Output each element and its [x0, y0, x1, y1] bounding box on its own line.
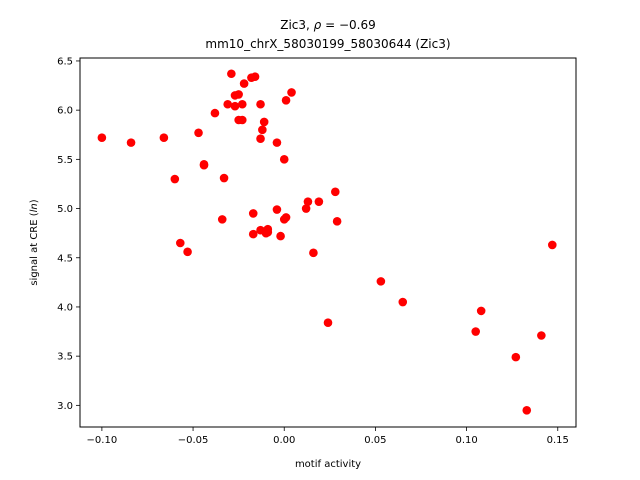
- data-point: [227, 69, 236, 79]
- data-point: [476, 306, 486, 316]
- x-tick-label: 0.10: [455, 435, 477, 446]
- y-tick-label: 4.0: [57, 302, 73, 313]
- data-point: [237, 99, 247, 109]
- y-axis-label: signal at CRE (ln): [29, 199, 40, 285]
- data-point: [256, 99, 265, 109]
- x-tick-label: 0.05: [364, 435, 386, 446]
- y-tick-label: 3.5: [57, 352, 73, 363]
- x-tick-label: −0.10: [87, 435, 118, 446]
- data-point: [272, 138, 282, 147]
- data-point: [219, 173, 229, 183]
- data-point: [259, 117, 269, 127]
- data-point: [210, 108, 220, 118]
- data-point: [250, 72, 260, 81]
- data-point: [276, 231, 285, 241]
- data-point: [471, 327, 481, 336]
- y-tick-label: 5.0: [57, 204, 73, 215]
- chart-subtitle: mm10_chrX_58030199_58030644 (Zic3): [205, 37, 450, 51]
- data-point: [303, 197, 313, 206]
- data-point: [309, 248, 318, 258]
- chart-title: Zic3, ρ = −0.69: [280, 18, 376, 32]
- data-point: [301, 204, 311, 213]
- data-point: [175, 238, 185, 248]
- data-point: [272, 205, 282, 214]
- data-point: [314, 197, 324, 206]
- x-tick-label: 0.15: [547, 435, 569, 446]
- x-tick-label: −0.05: [178, 435, 209, 446]
- axes-frame: [79, 57, 577, 428]
- data-point: [281, 96, 291, 105]
- data-point: [223, 99, 233, 109]
- data-point: [332, 217, 342, 226]
- data-point: [511, 352, 521, 362]
- plot-area: −0.10 −0.05 0.00 0.05 0.10 0.15 3.0 3.5 4.0 4.5 5.…: [57, 56, 569, 446]
- data-point: [230, 101, 240, 111]
- data-point: [126, 138, 136, 147]
- data-point: [323, 318, 333, 327]
- y-tick-label: 5.5: [57, 155, 73, 166]
- data-point: [281, 213, 291, 222]
- y-tick-label: 4.5: [57, 253, 73, 264]
- data-point: [248, 209, 258, 218]
- x-axis-label: motif activity: [295, 459, 361, 470]
- data-point: [279, 155, 289, 164]
- data-point: [159, 133, 169, 143]
- data-point: [248, 229, 258, 239]
- data-point: [234, 90, 243, 99]
- y-tick-label: 6.0: [57, 106, 73, 117]
- data-point: [522, 405, 532, 415]
- x-tick-label: 0.00: [273, 435, 295, 446]
- y-tick-label: 6.5: [57, 56, 73, 67]
- data-point: [256, 134, 265, 143]
- data-point: [258, 125, 267, 135]
- data-point: [199, 160, 209, 170]
- data-point: [287, 88, 296, 97]
- data-point: [239, 79, 249, 88]
- data-point: [537, 331, 546, 340]
- data-point: [194, 128, 203, 138]
- data-point: [170, 174, 180, 184]
- data-point: [376, 277, 386, 286]
- data-point: [547, 240, 557, 250]
- data-point: [263, 227, 273, 237]
- data-point: [398, 297, 408, 307]
- y-tick-label: 3.0: [57, 401, 73, 412]
- data-point: [217, 215, 227, 224]
- data-point: [237, 115, 247, 125]
- data-point: [330, 187, 340, 197]
- data-point: [97, 133, 107, 143]
- data-point: [183, 247, 192, 257]
